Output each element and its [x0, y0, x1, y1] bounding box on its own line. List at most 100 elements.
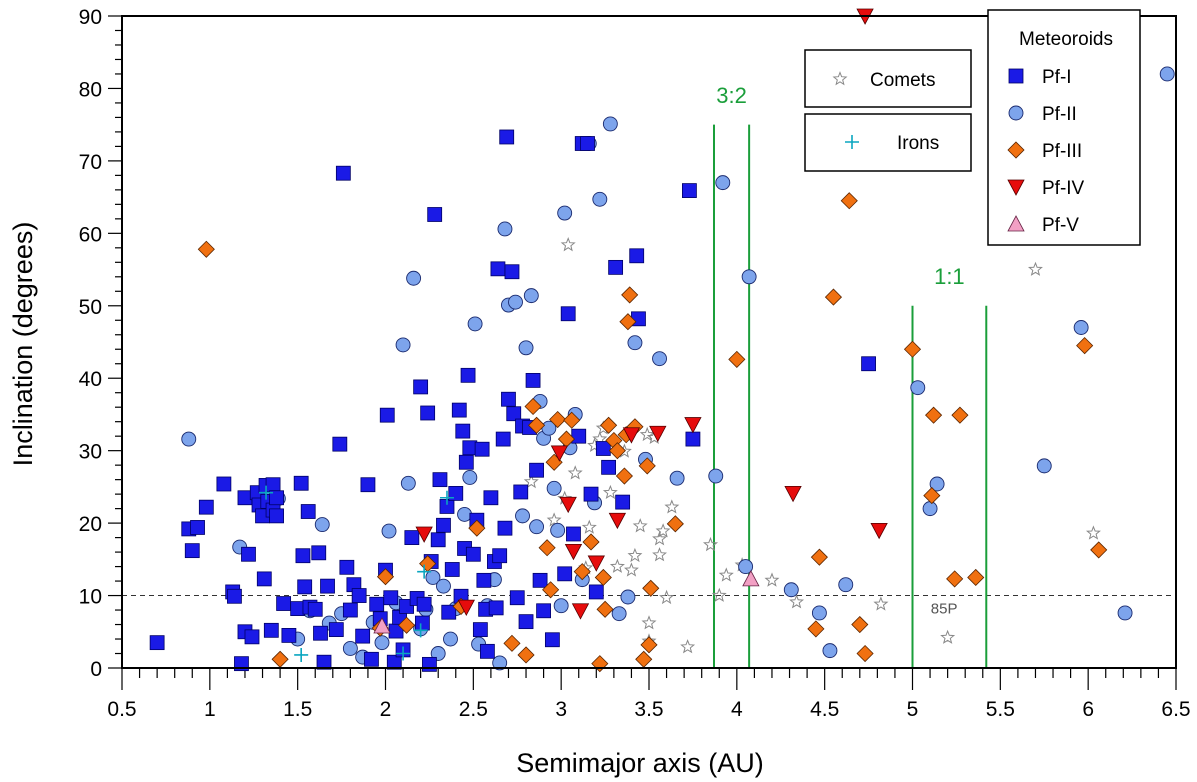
- point-comets: [523, 473, 539, 489]
- point-pf-i: [476, 572, 492, 588]
- legend-pf-iv-icon: [1007, 179, 1025, 196]
- point-pf-ii: [922, 501, 938, 517]
- legend-pf-iii-label: Pf-III: [1042, 141, 1082, 162]
- point-pf-i: [227, 588, 242, 604]
- point-pf-i: [383, 590, 399, 606]
- point-pf-i: [492, 548, 508, 564]
- point-pf-i: [472, 622, 488, 638]
- point-pf-iii: [728, 350, 746, 368]
- point-pf-ii: [1073, 320, 1089, 335]
- x-tick-label: 5: [907, 698, 919, 721]
- point-pf-i: [256, 571, 272, 587]
- point-comets: [789, 594, 805, 609]
- point-pf-iv: [622, 427, 641, 444]
- point-pf-i: [313, 625, 328, 641]
- point-irons: [417, 564, 432, 579]
- point-pf-iii: [824, 288, 843, 306]
- point-pf-ii: [741, 269, 757, 285]
- point-pf-i: [404, 530, 420, 545]
- point-pf-ii: [462, 470, 478, 485]
- point-pf-i: [297, 579, 313, 595]
- point-pf-iii: [851, 615, 869, 634]
- legend-comets-label: Comets: [870, 70, 935, 91]
- point-pf-iii: [946, 570, 964, 588]
- point-pf-i: [504, 264, 520, 280]
- point-pf-ii: [497, 221, 513, 237]
- point-comets: [560, 237, 576, 252]
- x-tick-label: 6: [1082, 698, 1094, 721]
- y-tick-label: 50: [79, 296, 102, 319]
- x-tick-label: 3.5: [634, 698, 663, 721]
- point-pf-ii: [929, 476, 945, 492]
- point-pf-iii: [563, 411, 581, 429]
- point-pf-iv: [571, 603, 590, 620]
- point-pf-i: [455, 423, 471, 439]
- point-pf-i: [316, 654, 332, 670]
- point-pf-i: [861, 356, 876, 372]
- point-pf-ii: [602, 116, 618, 132]
- legend-pf-v-icon: [1007, 215, 1025, 232]
- point-pf-iv: [608, 512, 627, 530]
- point-pf-i: [269, 490, 284, 506]
- y-tick-label: 40: [79, 368, 102, 391]
- point-pf-v: [742, 570, 760, 587]
- point-pf-i: [615, 494, 631, 510]
- point-comets: [940, 629, 956, 644]
- point-pf-iii: [528, 416, 546, 434]
- point-pf-iii: [925, 406, 943, 424]
- point-pf-ii: [627, 335, 643, 351]
- point-pf-i: [244, 629, 260, 645]
- point-pf-iii: [840, 192, 858, 210]
- point-pf-ii: [822, 643, 838, 659]
- point-pf-iii: [538, 539, 556, 557]
- point-pf-iii: [1076, 337, 1094, 355]
- legend-pf-ii-label: Pf-II: [1042, 104, 1077, 125]
- point-pf-i: [432, 472, 448, 488]
- x-tick-label: 4: [731, 698, 743, 721]
- point-pf-i: [190, 520, 205, 535]
- point-pf-i: [335, 165, 351, 181]
- point-pf-i: [276, 596, 292, 611]
- legend-pf-iii-icon: [1007, 141, 1025, 159]
- point-pf-iv: [684, 417, 702, 434]
- point-pf-i: [506, 406, 522, 422]
- point-pf-iii: [503, 634, 521, 652]
- point-pf-i: [295, 548, 311, 564]
- point-pf-i: [422, 656, 437, 672]
- point-pf-i: [427, 207, 443, 222]
- point-pf-i: [479, 643, 495, 659]
- point-pf-ii: [467, 316, 483, 332]
- point-pf-ii: [910, 380, 926, 396]
- point-pf-i: [529, 462, 544, 478]
- point-pf-iv: [457, 599, 475, 616]
- series-pf-v: [373, 570, 760, 634]
- point-pf-ii: [557, 205, 573, 221]
- point-pf-i: [416, 596, 432, 612]
- point-pf-ii: [838, 577, 854, 593]
- point-pf-ii: [652, 351, 667, 367]
- point-comets: [639, 426, 655, 442]
- resonance-label: 1:1: [934, 264, 965, 289]
- point-pf-iv: [870, 522, 888, 540]
- point-pf-i: [557, 566, 573, 582]
- point-irons: [413, 623, 428, 638]
- point-pf-iii: [549, 410, 567, 429]
- point-pf-i: [460, 367, 476, 383]
- point-comets: [546, 512, 562, 527]
- point-pf-i: [566, 526, 581, 542]
- point-comets: [641, 615, 657, 630]
- legend-pf-v-label: Pf-V: [1042, 215, 1079, 236]
- point-pf-i: [525, 372, 541, 388]
- point-pf-i: [413, 379, 429, 395]
- point-pf-i: [307, 601, 323, 617]
- point-comets: [659, 589, 675, 605]
- point-pf-iii: [967, 568, 985, 587]
- point-pf-iii: [542, 581, 560, 599]
- x-tick-label: 1: [204, 698, 216, 721]
- x-tick-label: 2: [380, 698, 392, 721]
- point-pf-i: [685, 431, 701, 447]
- point-pf-ii: [374, 635, 390, 651]
- point-pf-iii: [903, 340, 922, 358]
- point-pf-i: [339, 559, 355, 575]
- point-pf-i: [184, 543, 200, 559]
